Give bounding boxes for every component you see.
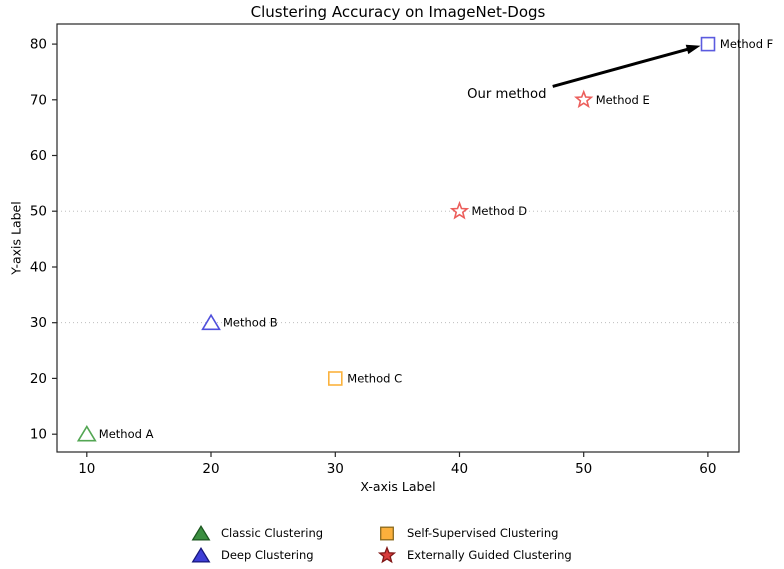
- y-tick-label: 40: [30, 260, 47, 276]
- legend-triangle-glyph: [191, 524, 211, 541]
- chart-title: Clustering Accuracy on ImageNet-Dogs: [250, 3, 546, 21]
- legend-item-deep-clustering: Deep Clustering: [190, 544, 376, 566]
- data-point-method-e: [574, 89, 594, 109]
- x-tick-label: 20: [202, 461, 219, 477]
- legend-marker-star-icon: [377, 545, 397, 564]
- legend-marker-triangle-icon: [191, 546, 211, 563]
- legend-item-externally-guided-clustering: Externally Guided Clustering: [376, 544, 572, 566]
- legend-label: Externally Guided Clustering: [407, 548, 572, 562]
- legend-item-self-supervised-clustering: Self-Supervised Clustering: [376, 522, 572, 544]
- annotation-our-method: Our method: [467, 86, 547, 102]
- point-label-method-c: Method C: [347, 371, 402, 385]
- x-tick-label: 30: [327, 461, 344, 477]
- data-point-method-b: [201, 313, 221, 331]
- legend-marker-square-icon: [380, 526, 394, 541]
- data-point-method-c: [327, 371, 343, 386]
- x-tick-label: 10: [78, 461, 95, 477]
- legend: Classic Clustering Deep Clustering Self-Su…: [190, 522, 572, 566]
- y-tick-label: 20: [30, 371, 47, 387]
- legend-label: Classic Clustering: [221, 526, 324, 540]
- legend-triangle-glyph: [191, 546, 211, 563]
- annotation-arrow-line: [552, 47, 690, 88]
- point-label-method-d: Method D: [472, 204, 528, 218]
- data-point-method-f: [700, 36, 716, 52]
- y-tick-label: 50: [30, 204, 47, 220]
- legend-label: Self-Supervised Clustering: [407, 526, 559, 540]
- point-label-method-a: Method A: [99, 427, 154, 441]
- x-tick-label: 40: [451, 461, 468, 477]
- data-point-method-a: [76, 425, 97, 442]
- x-axis-label: X-axis Label: [360, 479, 436, 494]
- legend-marker-triangle-icon: [191, 524, 211, 541]
- x-tick-label: 50: [575, 461, 592, 477]
- point-label-method-b: Method B: [223, 316, 278, 330]
- scatter-plot: 10 20 30 40 50 60 10 20 30 40 50 60 70 80 Method A Meth…: [30, 23, 773, 477]
- data-point-method-d: [449, 200, 470, 220]
- y-tick-label: 70: [30, 92, 47, 108]
- point-label-method-e: Method E: [596, 93, 650, 107]
- x-tick-label: 60: [699, 461, 716, 477]
- y-tick-label: 80: [30, 37, 47, 53]
- point-label-method-f: Method F: [720, 37, 773, 51]
- y-axis-label: Y-axis Label: [8, 201, 24, 275]
- legend-square-glyph: [380, 526, 394, 541]
- y-tick-label: 10: [30, 427, 47, 443]
- annotation-arrow-head: [685, 44, 701, 55]
- y-tick-label: 60: [30, 148, 47, 164]
- y-tick-label: 30: [30, 315, 47, 331]
- legend-item-classic-clustering: Classic Clustering: [190, 522, 376, 544]
- axes-box: [56, 23, 740, 453]
- legend-star-glyph: [377, 545, 397, 564]
- legend-label: Deep Clustering: [221, 548, 314, 562]
